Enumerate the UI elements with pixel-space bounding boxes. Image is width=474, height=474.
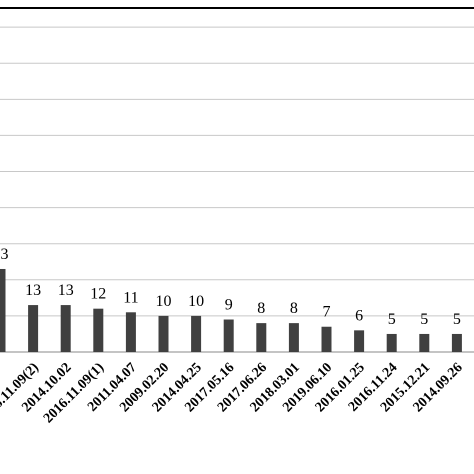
bar xyxy=(354,330,365,352)
value-label: 5 xyxy=(420,311,428,328)
bar xyxy=(256,323,267,352)
bar xyxy=(28,305,39,352)
value-label: 13 xyxy=(25,282,41,299)
value-label: 11 xyxy=(123,289,138,306)
bar xyxy=(60,305,71,352)
value-label: 9 xyxy=(225,297,233,314)
bar xyxy=(125,312,136,352)
bar xyxy=(419,333,430,352)
bar xyxy=(0,268,6,352)
value-label: 23 xyxy=(0,246,9,263)
bar xyxy=(451,333,462,352)
value-label: 7 xyxy=(323,304,331,321)
bar xyxy=(288,323,299,352)
value-label: 5 xyxy=(453,311,461,328)
value-label: 10 xyxy=(156,293,172,310)
bar xyxy=(321,326,332,352)
value-label: 12 xyxy=(90,286,106,303)
bar xyxy=(191,315,202,352)
bar xyxy=(158,315,169,352)
value-label: 6 xyxy=(355,307,363,324)
value-label: 5 xyxy=(388,311,396,328)
bar xyxy=(386,333,397,352)
bar xyxy=(93,308,104,352)
value-label: 8 xyxy=(290,300,298,317)
value-label: 13 xyxy=(58,282,74,299)
value-label: 10 xyxy=(188,293,204,310)
bar xyxy=(223,319,234,352)
value-label: 8 xyxy=(257,300,265,317)
